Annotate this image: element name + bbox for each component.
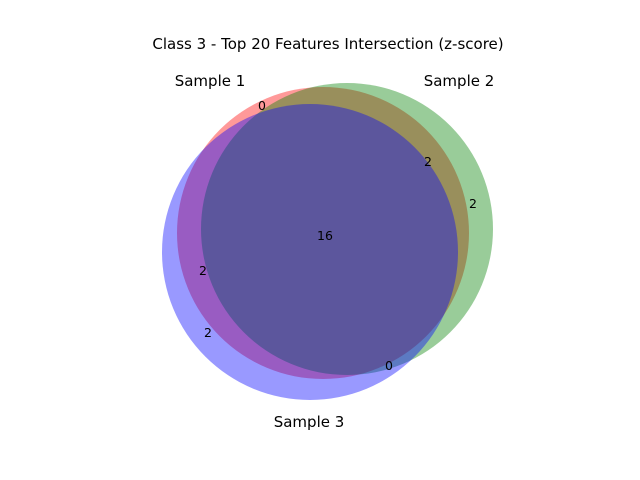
set-label-sample-3: Sample 3 [274,413,345,431]
count-only-sample-2: 2 [469,196,477,211]
count-all-three: 16 [317,228,333,243]
chart-title: Class 3 - Top 20 Features Intersection (… [152,35,503,53]
count-sample-1-and-3: 2 [199,263,207,278]
count-only-sample-1: 0 [258,98,266,113]
count-only-sample-3: 2 [204,325,212,340]
set-label-sample-2: Sample 2 [424,72,495,90]
count-sample-1-and-2: 2 [424,154,432,169]
count-sample-2-and-3: 0 [385,358,393,373]
set-label-sample-1: Sample 1 [175,72,246,90]
venn-circles [162,83,493,400]
circle-sample-2 [201,83,493,375]
circle-sample-3 [162,104,458,400]
circle-sample-1 [177,87,469,379]
